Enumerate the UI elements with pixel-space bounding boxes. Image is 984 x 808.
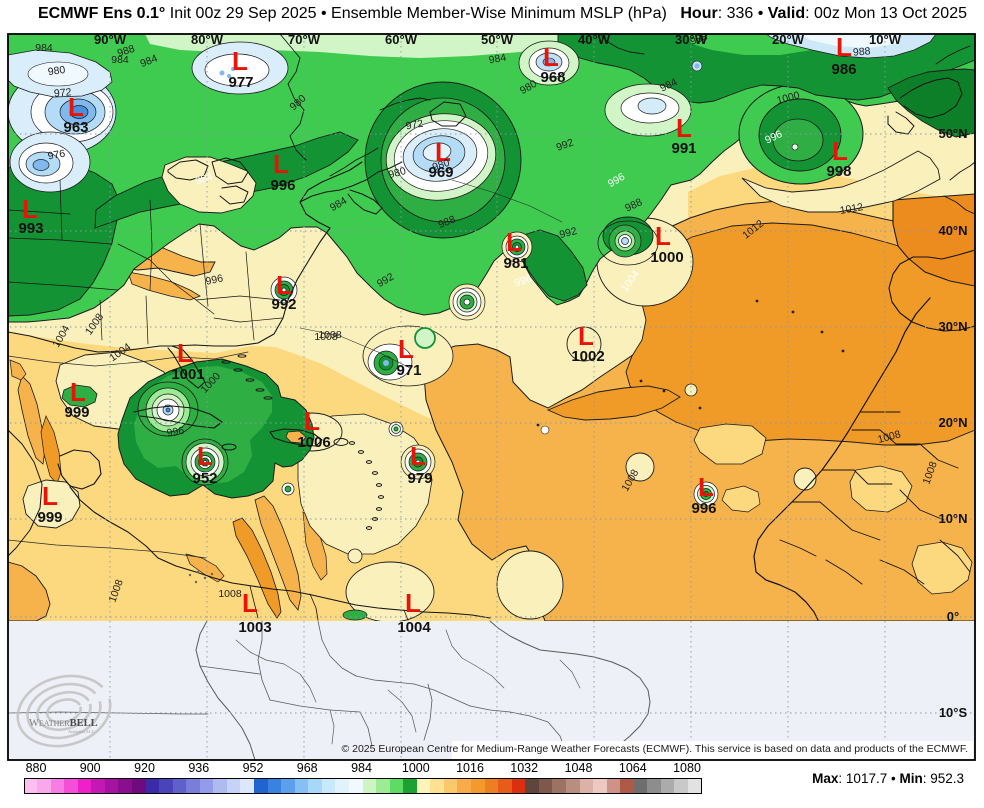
svg-text:L: L bbox=[676, 113, 692, 143]
svg-text:60°W: 60°W bbox=[385, 32, 418, 47]
svg-text:20°N: 20°N bbox=[938, 415, 967, 430]
svg-text:50°N: 50°N bbox=[938, 126, 967, 141]
svg-text:L: L bbox=[832, 136, 848, 166]
svg-text:L: L bbox=[578, 321, 594, 351]
svg-text:976: 976 bbox=[47, 148, 66, 163]
svg-text:992: 992 bbox=[555, 136, 576, 153]
svg-text:952: 952 bbox=[192, 470, 217, 487]
svg-text:988: 988 bbox=[852, 45, 871, 58]
svg-text:30°N: 30°N bbox=[938, 319, 967, 334]
svg-text:Analytics LLC: Analytics LLC bbox=[68, 729, 95, 734]
svg-text:986: 986 bbox=[831, 61, 856, 78]
svg-text:70°W: 70°W bbox=[288, 32, 321, 47]
svg-text:1003: 1003 bbox=[238, 619, 271, 636]
svg-text:10°S: 10°S bbox=[939, 705, 968, 720]
svg-text:© 2025 European Centre for Med: © 2025 European Centre for Medium-Range … bbox=[341, 743, 968, 755]
svg-text:972: 972 bbox=[53, 86, 72, 99]
svg-text:L: L bbox=[177, 338, 193, 368]
svg-text:963: 963 bbox=[63, 119, 88, 136]
svg-text:996: 996 bbox=[513, 273, 534, 290]
svg-text:1008: 1008 bbox=[318, 329, 342, 341]
svg-text:10°W: 10°W bbox=[869, 32, 902, 47]
svg-text:30°W: 30°W bbox=[675, 32, 708, 47]
svg-text:L: L bbox=[698, 472, 714, 502]
svg-text:L: L bbox=[70, 377, 86, 407]
svg-text:993: 993 bbox=[18, 220, 43, 237]
svg-text:981: 981 bbox=[503, 255, 528, 272]
svg-text:972: 972 bbox=[405, 118, 424, 133]
svg-text:L: L bbox=[242, 588, 258, 618]
svg-text:40°W: 40°W bbox=[578, 32, 611, 47]
svg-text:L: L bbox=[405, 588, 421, 618]
svg-text:971: 971 bbox=[396, 362, 421, 379]
svg-text:984: 984 bbox=[111, 54, 129, 66]
svg-text:969: 969 bbox=[428, 164, 453, 181]
svg-text:L: L bbox=[398, 334, 414, 364]
svg-text:977: 977 bbox=[228, 74, 253, 91]
svg-text:L: L bbox=[655, 221, 671, 251]
svg-text:1012: 1012 bbox=[839, 201, 864, 217]
svg-text:L: L bbox=[543, 42, 559, 72]
svg-text:984: 984 bbox=[488, 52, 507, 67]
svg-text:1004: 1004 bbox=[397, 619, 431, 636]
svg-text:979: 979 bbox=[407, 470, 432, 487]
svg-text:991: 991 bbox=[671, 140, 696, 157]
svg-text:L: L bbox=[22, 194, 38, 224]
svg-text:980: 980 bbox=[47, 64, 66, 78]
svg-text:1000: 1000 bbox=[650, 249, 683, 266]
svg-text:996: 996 bbox=[270, 177, 295, 194]
svg-text:1001: 1001 bbox=[171, 366, 204, 383]
svg-text:1006: 1006 bbox=[297, 434, 330, 451]
svg-text:L: L bbox=[506, 227, 522, 257]
svg-text:992: 992 bbox=[271, 296, 296, 313]
svg-text:80°W: 80°W bbox=[191, 32, 224, 47]
svg-text:996: 996 bbox=[166, 425, 185, 440]
svg-text:L: L bbox=[410, 441, 426, 471]
svg-text:L: L bbox=[435, 137, 451, 167]
svg-text:996: 996 bbox=[691, 500, 716, 517]
svg-text:10°N: 10°N bbox=[938, 511, 967, 526]
svg-text:992: 992 bbox=[558, 225, 578, 241]
svg-text:999: 999 bbox=[37, 509, 62, 526]
svg-text:984: 984 bbox=[35, 42, 53, 54]
svg-text:L: L bbox=[276, 270, 292, 300]
svg-text:1000: 1000 bbox=[775, 89, 801, 107]
svg-text:L: L bbox=[42, 481, 58, 511]
svg-text:L: L bbox=[273, 149, 289, 179]
svg-text:L: L bbox=[304, 406, 320, 436]
svg-text:L: L bbox=[68, 92, 84, 122]
svg-text:1008: 1008 bbox=[218, 588, 242, 600]
svg-text:998: 998 bbox=[826, 163, 851, 180]
svg-text:WEATHERBELL: WEATHERBELL bbox=[29, 718, 98, 729]
svg-text:L: L bbox=[197, 441, 213, 471]
svg-text:980: 980 bbox=[431, 157, 452, 174]
svg-text:1008: 1008 bbox=[876, 428, 902, 446]
svg-text:L: L bbox=[232, 46, 248, 76]
svg-text:90°W: 90°W bbox=[94, 32, 127, 47]
svg-text:1002: 1002 bbox=[571, 348, 604, 365]
svg-text:988: 988 bbox=[116, 43, 137, 60]
svg-text:50°W: 50°W bbox=[481, 32, 514, 47]
svg-text:996: 996 bbox=[205, 272, 225, 287]
svg-text:0°: 0° bbox=[947, 609, 959, 624]
svg-text:20°W: 20°W bbox=[772, 32, 805, 47]
svg-text:L: L bbox=[836, 32, 852, 62]
svg-text:999: 999 bbox=[64, 404, 89, 421]
svg-text:968: 968 bbox=[540, 69, 565, 86]
svg-text:1008: 1008 bbox=[314, 331, 338, 343]
svg-text:984: 984 bbox=[194, 171, 215, 188]
svg-text:980: 980 bbox=[387, 165, 407, 181]
svg-text:40°N: 40°N bbox=[938, 223, 967, 238]
